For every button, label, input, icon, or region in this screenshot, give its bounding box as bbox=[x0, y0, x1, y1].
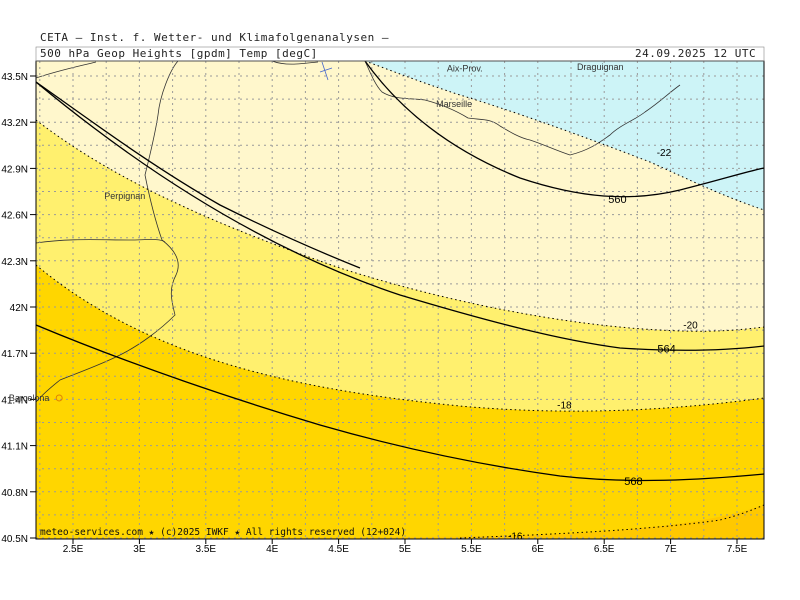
x-tick-label: 7E bbox=[664, 544, 677, 555]
isotherm-label: -18 bbox=[557, 401, 572, 412]
temp-band-18-16 bbox=[36, 265, 764, 538]
valid-time: 24.09.2025 12 UTC bbox=[635, 47, 757, 60]
copyright-notice: meteo-services.com ★ (c)2025 IWKF ★ All … bbox=[40, 527, 406, 538]
coastlines bbox=[36, 61, 681, 403]
isotherms bbox=[36, 61, 764, 539]
x-tick-label: 5E bbox=[399, 544, 412, 555]
x-tick-label: 5.5E bbox=[461, 544, 482, 555]
longitude-axis: 2.5E 3E 3.5E 4E 4.5E 5E 5.5E 6E 6.5E 7E 7.5E bbox=[63, 539, 748, 555]
x-tick-label: 6.5E bbox=[594, 544, 615, 555]
y-tick-label: 42.6N bbox=[1, 211, 28, 222]
height-contours bbox=[36, 61, 764, 482]
height-contour-label: 564 bbox=[657, 344, 675, 356]
y-tick-label: 42N bbox=[10, 303, 28, 314]
y-tick-label: 40.5N bbox=[1, 534, 28, 545]
latitude-axis: 43.5N 43.2N 42.9N 42.6N 42.3N 42N 41.7N 41.4N 41… bbox=[1, 72, 36, 545]
x-tick-label: 7.5E bbox=[727, 544, 748, 555]
city-label: Perpignan bbox=[104, 191, 145, 201]
x-tick-label: 6E bbox=[532, 544, 545, 555]
city-labels: Aix-Prov. Marseille Draguignan Perpignan Bar… bbox=[9, 62, 624, 403]
x-tick-label: 2.5E bbox=[63, 544, 84, 555]
lat-lon-grid bbox=[36, 61, 764, 539]
contour-labels: 560 564 568 bbox=[608, 194, 675, 488]
x-tick-label: 4E bbox=[266, 544, 279, 555]
temp-band-below-22 bbox=[365, 61, 764, 210]
isotherm-label: -22 bbox=[657, 148, 672, 159]
y-tick-label: 41.1N bbox=[1, 442, 28, 453]
isotherm-labels: -22 -20 -18 -16 bbox=[508, 148, 698, 542]
temp-band-20-18 bbox=[36, 120, 764, 412]
y-tick-label: 42.3N bbox=[1, 257, 28, 268]
y-tick-label: 40.8N bbox=[1, 488, 28, 499]
city-label: Draguignan bbox=[577, 62, 624, 72]
city-marker bbox=[55, 394, 63, 402]
river bbox=[319, 61, 333, 81]
isotherm-label: -16 bbox=[508, 531, 523, 542]
city-label: Aix-Prov. bbox=[447, 63, 483, 73]
city-label: Barcelona bbox=[9, 393, 50, 403]
isotherm-label: -20 bbox=[683, 320, 698, 331]
city-label: Marseille bbox=[436, 99, 472, 109]
y-tick-label: 42.9N bbox=[1, 164, 28, 175]
y-tick-label: 43.5N bbox=[1, 72, 28, 83]
height-contour-label: 560 bbox=[608, 194, 626, 206]
x-tick-label: 3.5E bbox=[196, 544, 217, 555]
height-contour-label: 568 bbox=[624, 476, 642, 488]
y-tick-label: 43.2N bbox=[1, 118, 28, 129]
y-tick-label: 41.7N bbox=[1, 349, 28, 360]
y-tick-label: 41.4N bbox=[1, 395, 28, 406]
header-frame bbox=[35, 46, 765, 62]
field-description: 500 hPa Geop Heights [gpdm] Temp [degC] bbox=[40, 47, 318, 60]
map-plot-area bbox=[36, 61, 764, 539]
x-tick-label: 4.5E bbox=[328, 544, 349, 555]
x-tick-label: 3E bbox=[133, 544, 146, 555]
map-title: CETA — Inst. f. Wetter- und Klimafolgena… bbox=[40, 31, 390, 44]
